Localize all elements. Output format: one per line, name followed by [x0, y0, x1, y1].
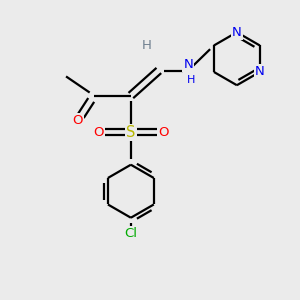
Text: H: H [142, 39, 152, 52]
Text: N: N [183, 58, 193, 70]
Text: O: O [93, 126, 104, 139]
Text: Cl: Cl [124, 227, 137, 240]
Text: N: N [255, 65, 265, 79]
Text: H: H [187, 75, 195, 85]
Text: O: O [73, 114, 83, 127]
Text: N: N [232, 26, 242, 39]
Text: O: O [158, 126, 169, 139]
Text: S: S [126, 125, 136, 140]
